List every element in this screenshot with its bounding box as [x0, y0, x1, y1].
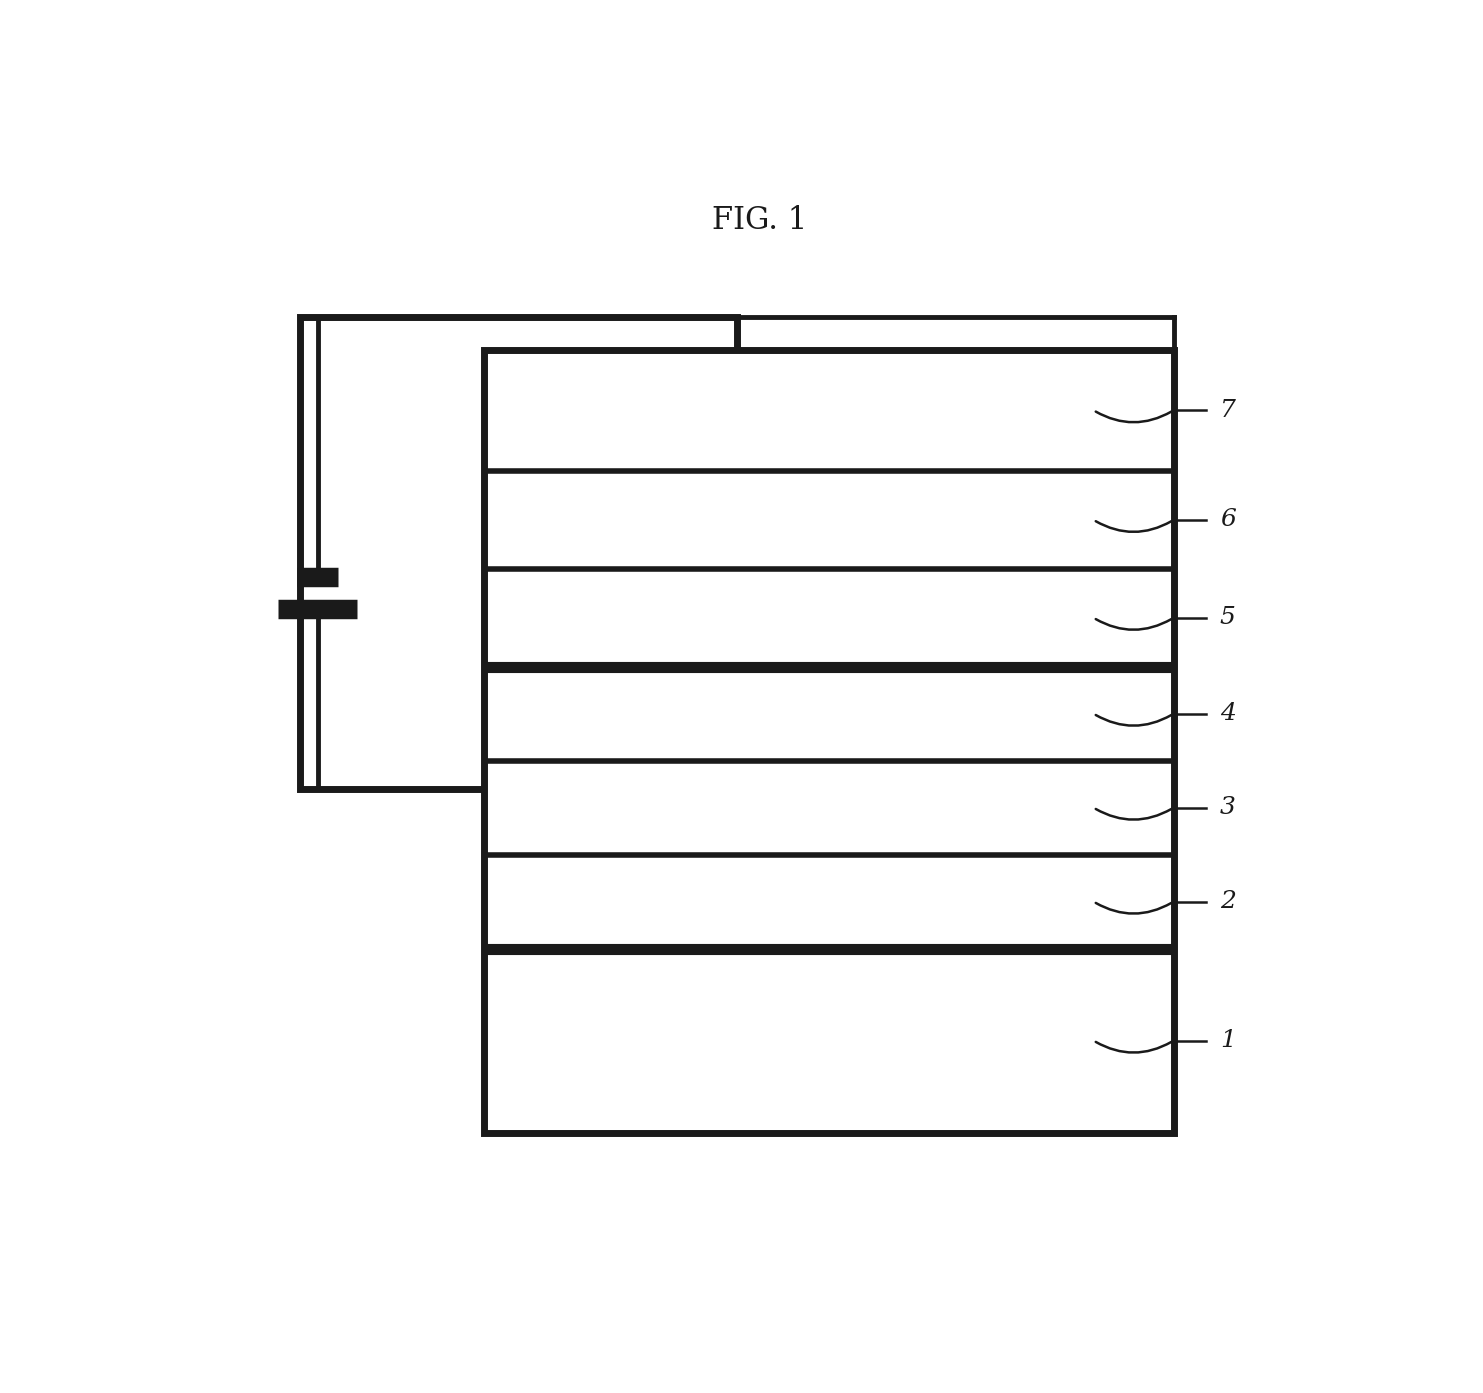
Bar [483, 350, 1175, 1133]
Text: FIG. 1: FIG. 1 [712, 205, 808, 235]
Bar [300, 318, 737, 790]
Text: 6: 6 [1221, 508, 1235, 531]
Text: 1: 1 [1221, 1029, 1235, 1052]
Text: 2: 2 [1221, 890, 1235, 912]
Text: 4: 4 [1221, 702, 1235, 726]
Text: 7: 7 [1221, 398, 1235, 422]
Text: 5: 5 [1221, 606, 1235, 630]
Text: 3: 3 [1221, 795, 1235, 819]
